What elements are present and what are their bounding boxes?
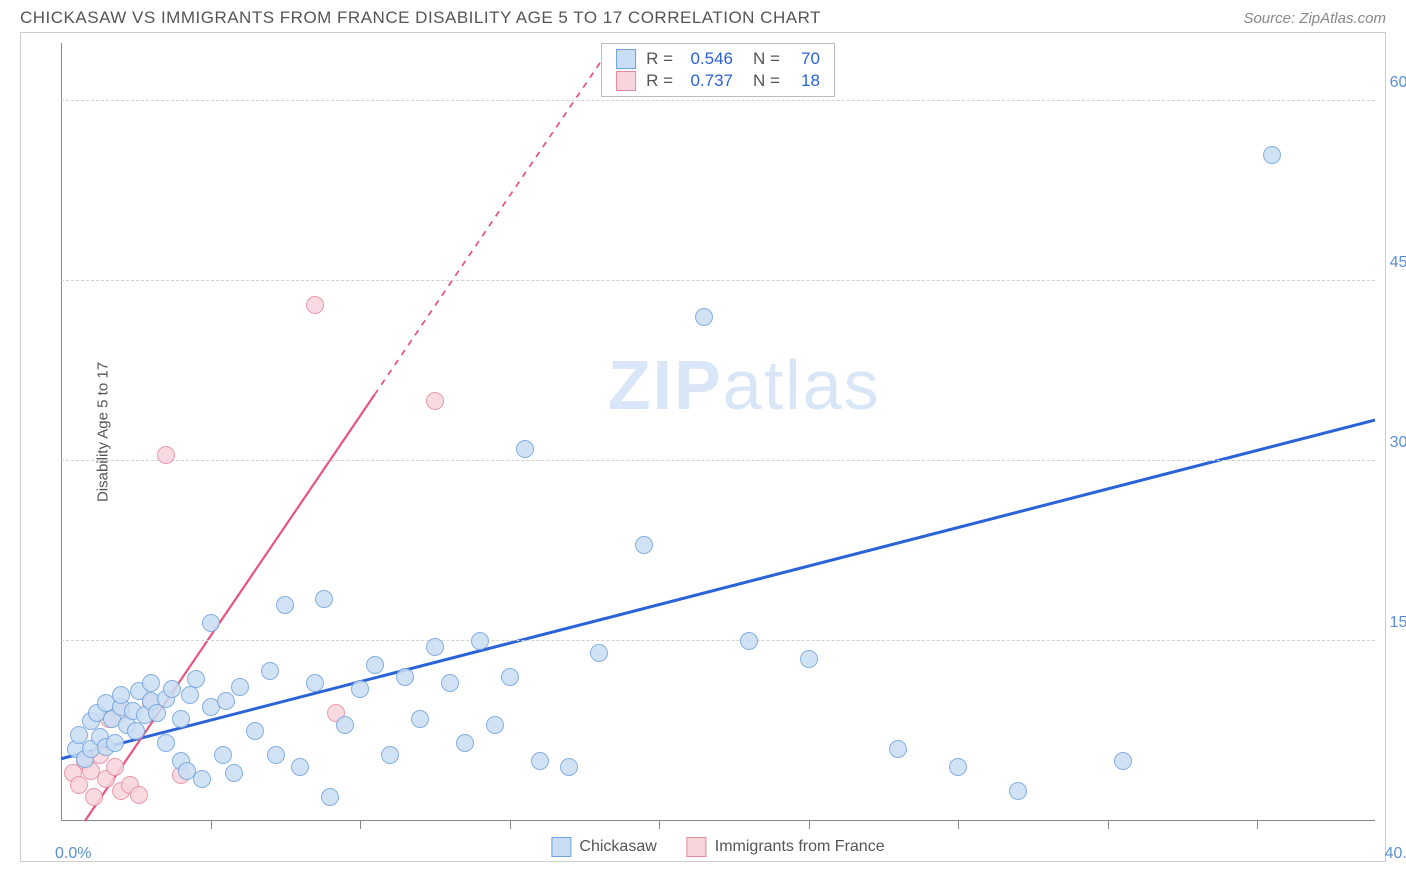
data-point-a xyxy=(267,746,285,764)
data-point-a xyxy=(351,680,369,698)
data-point-a xyxy=(193,770,211,788)
x-tick xyxy=(1108,821,1109,829)
data-point-a xyxy=(246,722,264,740)
x-tick xyxy=(360,821,361,829)
legend-swatch-icon xyxy=(616,49,636,69)
data-point-a xyxy=(106,734,124,752)
grid-line xyxy=(61,640,1375,641)
data-point-a xyxy=(187,670,205,688)
y-tick-label: 30.0% xyxy=(1380,434,1406,452)
stats-r-value: 0.546 xyxy=(683,49,733,69)
x-tick xyxy=(510,821,511,829)
data-point-a xyxy=(276,596,294,614)
x-tick xyxy=(958,821,959,829)
data-point-b xyxy=(306,296,324,314)
trend-line-b-dashed xyxy=(375,43,614,395)
legend-label: Immigrants from France xyxy=(715,838,885,856)
data-point-b xyxy=(157,446,175,464)
data-point-a xyxy=(231,678,249,696)
x-tick xyxy=(1257,821,1258,829)
data-point-a xyxy=(172,710,190,728)
grid-line xyxy=(61,280,1375,281)
grid-line xyxy=(61,460,1375,461)
data-point-a xyxy=(127,722,145,740)
data-point-b xyxy=(426,392,444,410)
data-point-a xyxy=(456,734,474,752)
data-point-a xyxy=(217,692,235,710)
data-point-a xyxy=(261,662,279,680)
data-point-a xyxy=(1114,752,1132,770)
stats-r-label: R = xyxy=(646,71,673,91)
x-tick xyxy=(659,821,660,829)
stats-n-value: 18 xyxy=(790,71,820,91)
data-point-a xyxy=(800,650,818,668)
stats-n-label: N = xyxy=(753,71,780,91)
data-point-a xyxy=(163,680,181,698)
data-point-a xyxy=(531,752,549,770)
y-tick-label: 60.0% xyxy=(1380,74,1406,92)
legend-swatch-icon xyxy=(687,837,707,857)
data-point-a xyxy=(471,632,489,650)
data-point-a xyxy=(381,746,399,764)
data-point-a xyxy=(516,440,534,458)
data-point-a xyxy=(306,674,324,692)
data-point-a xyxy=(441,674,459,692)
x-tick xyxy=(809,821,810,829)
data-point-a xyxy=(560,758,578,776)
legend-item: Chickasaw xyxy=(551,837,656,857)
data-point-a xyxy=(202,614,220,632)
data-point-a xyxy=(225,764,243,782)
data-point-a xyxy=(315,590,333,608)
data-point-b xyxy=(85,788,103,806)
data-point-a xyxy=(501,668,519,686)
legend-item: Immigrants from France xyxy=(687,837,885,857)
data-point-a xyxy=(336,716,354,734)
data-point-a xyxy=(635,536,653,554)
legend-swatch-icon xyxy=(551,837,571,857)
stats-row: R = 0.737 N = 18 xyxy=(616,70,820,92)
legend: Chickasaw Immigrants from France xyxy=(551,837,884,857)
data-point-a xyxy=(889,740,907,758)
data-point-a xyxy=(695,308,713,326)
data-point-a xyxy=(590,644,608,662)
origin-tick-label: 0.0% xyxy=(55,845,91,863)
stats-n-value: 70 xyxy=(790,49,820,69)
data-point-a xyxy=(1009,782,1027,800)
data-point-a xyxy=(411,710,429,728)
data-point-b xyxy=(106,758,124,776)
stats-r-label: R = xyxy=(646,49,673,69)
data-point-a xyxy=(396,668,414,686)
data-point-a xyxy=(740,632,758,650)
stats-r-value: 0.737 xyxy=(683,71,733,91)
stats-row: R = 0.546 N = 70 xyxy=(616,48,820,70)
data-point-a xyxy=(366,656,384,674)
data-point-a xyxy=(1263,146,1281,164)
data-point-a xyxy=(214,746,232,764)
x-tick xyxy=(211,821,212,829)
correlation-stats-box: R = 0.546 N = 70 R = 0.737 N = 18 xyxy=(601,43,835,97)
grid-line xyxy=(61,100,1375,101)
chart-title: CHICKASAW VS IMMIGRANTS FROM FRANCE DISA… xyxy=(20,8,821,28)
data-point-a xyxy=(486,716,504,734)
y-tick-label: 15.0% xyxy=(1380,614,1406,632)
data-point-a xyxy=(157,734,175,752)
chart-container: Disability Age 5 to 17 ZIPatlas R =0.546… xyxy=(20,32,1386,862)
trend-line-a xyxy=(61,420,1375,759)
legend-swatch-icon xyxy=(616,71,636,91)
legend-label: Chickasaw xyxy=(579,838,656,856)
data-point-a xyxy=(426,638,444,656)
plot-area: Disability Age 5 to 17 ZIPatlas R =0.546… xyxy=(61,43,1375,821)
trend-lines-svg xyxy=(61,43,1375,821)
data-point-a xyxy=(321,788,339,806)
data-point-a xyxy=(949,758,967,776)
data-point-a xyxy=(181,686,199,704)
data-point-b xyxy=(130,786,148,804)
xmax-tick-label: 40.0% xyxy=(1375,845,1406,863)
data-point-a xyxy=(112,686,130,704)
data-point-a xyxy=(142,674,160,692)
stats-n-label: N = xyxy=(753,49,780,69)
y-tick-label: 45.0% xyxy=(1380,254,1406,272)
data-point-a xyxy=(291,758,309,776)
source-attribution: Source: ZipAtlas.com xyxy=(1243,10,1386,27)
